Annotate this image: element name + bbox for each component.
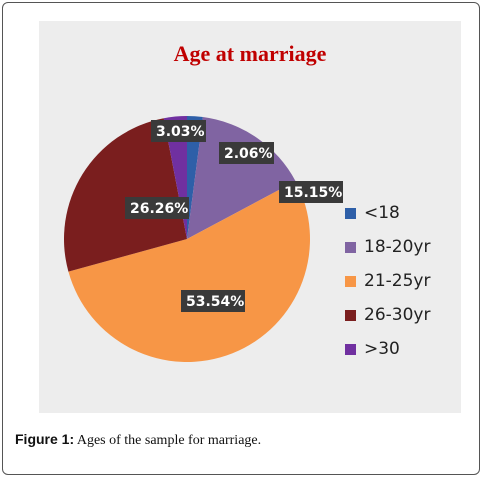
caption-label: Figure 1: (15, 431, 75, 447)
legend-item-18-20: 18-20yr (345, 230, 430, 264)
legend-label: 26-30yr (364, 305, 431, 325)
data-label-gt30: 3.03% (151, 120, 206, 142)
pie-slice-lt18 (187, 116, 203, 239)
data-label-text: 26.26% (130, 201, 188, 217)
legend-item-gt30: >30 (345, 332, 430, 366)
data-label-box (279, 181, 343, 203)
data-label-text: 15.15% (284, 185, 342, 201)
data-label-18-20: 15.15% (279, 181, 343, 203)
data-label-box (181, 290, 245, 312)
data-label-21-25: 53.54% (181, 290, 245, 312)
pie-slice-21-25 (68, 181, 311, 363)
data-label-26-30: 26.26% (125, 197, 189, 219)
legend-swatch (345, 207, 356, 219)
legend-swatch (345, 275, 356, 287)
data-label-text: 53.54% (186, 294, 244, 310)
figure-frame: Age at marriage 2.06% 15.15% 53.54% 26.26% 3… (2, 2, 480, 475)
data-label-text: 2.06% (224, 146, 273, 162)
legend-swatch (345, 343, 356, 355)
data-label-lt18: 2.06% (219, 142, 274, 164)
legend-item-26-30: 26-30yr (345, 298, 430, 332)
caption-text: Ages of the sample for marriage. (74, 433, 262, 448)
legend-swatch (345, 241, 356, 253)
chart-title: Age at marriage (173, 41, 327, 66)
legend-label: <18 (364, 203, 400, 223)
data-label-box (151, 120, 206, 142)
data-label-box (219, 142, 274, 164)
chart-panel: Age at marriage 2.06% 15.15% 53.54% 26.26% 3… (39, 21, 461, 413)
legend-item-21-25: 21-25yr (345, 264, 430, 298)
data-label-text: 3.03% (156, 124, 205, 140)
figure-caption: Figure 1: Ages of the sample for marriag… (15, 431, 261, 449)
legend-label: 18-20yr (364, 237, 431, 257)
data-label-box (125, 197, 189, 219)
legend-item-lt18: <18 (345, 196, 430, 230)
pie-slice-26-30 (64, 118, 187, 272)
pie-chart: 2.06% 15.15% 53.54% 26.26% 3.03% (64, 116, 343, 363)
legend-label: >30 (364, 339, 400, 359)
legend: <18 18-20yr 21-25yr 26-30yr >30 (345, 196, 430, 366)
legend-swatch (345, 309, 356, 321)
legend-label: 21-25yr (364, 271, 431, 291)
